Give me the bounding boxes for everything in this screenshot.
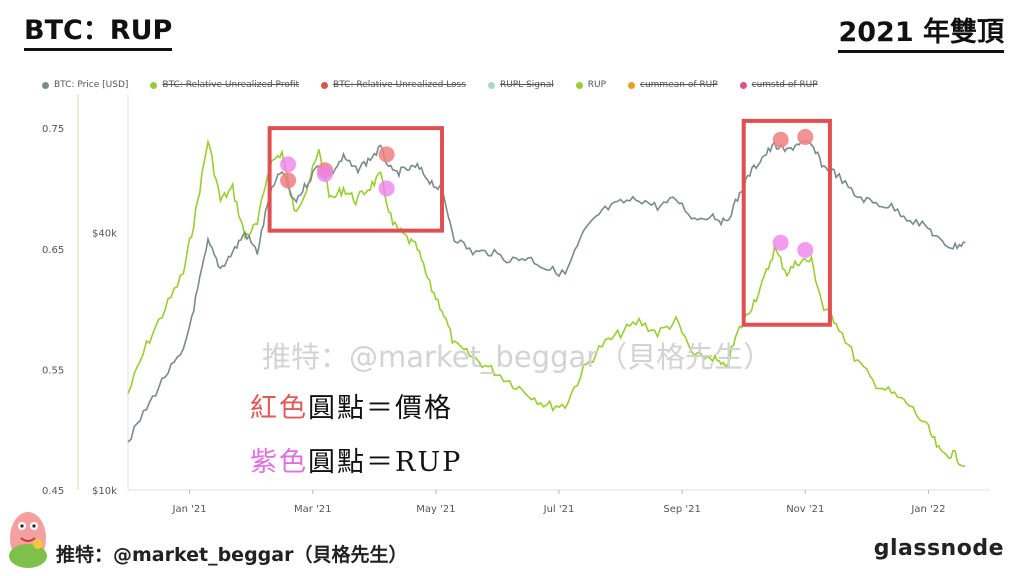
annotation-red-prefix: 紅色: [250, 393, 308, 424]
annotation-rup-dots: 紫色圓點＝RUP: [250, 440, 462, 479]
price-peak-marker: [797, 128, 814, 145]
y-left-tick-label: 0.65: [42, 245, 64, 256]
annotation-price-dots: 紅色圓點＝價格: [250, 386, 453, 425]
x-tick-label: Jan '21: [172, 504, 207, 515]
x-tick-label: Sep '21: [663, 504, 701, 515]
x-tick-label: Jul '21: [543, 504, 575, 515]
y-left-tick-label: 0.45: [42, 486, 64, 497]
legend-label: RUPL Signal: [499, 80, 554, 90]
x-tick-label: Jan '22: [910, 504, 945, 515]
legend-item[interactable]: BTC: Relative Unrealized Profit: [150, 80, 299, 90]
watermark-text: 推特：@market_beggar（貝格先生）: [262, 340, 773, 374]
legend-label: cumstd of RUP: [751, 80, 818, 90]
x-tick-label: Mar '21: [294, 504, 332, 515]
legend-swatch-icon: [42, 81, 49, 89]
legend-swatch-icon: [321, 81, 329, 89]
price-peak-marker: [378, 146, 395, 163]
legend-swatch-icon: [150, 81, 158, 89]
highlight-box: [267, 126, 445, 233]
legend-label: BTC: Relative Unrealized Profit: [162, 80, 300, 90]
price-peak-marker: [280, 172, 297, 189]
rup-peak-marker: [280, 156, 297, 173]
y-price-tick-label: $10k: [92, 486, 117, 497]
legend-label: BTC: Relative Unrealized Loss: [333, 80, 466, 90]
price-series-line: [127, 140, 966, 443]
glassnode-logo: glassnode: [873, 536, 1004, 561]
legend-swatch-icon: [628, 81, 636, 89]
rup-peak-marker: [797, 241, 814, 258]
legend-swatch-icon: [739, 81, 747, 89]
patrick-avatar-icon: [9, 512, 47, 568]
legend-item[interactable]: RUPL Signal: [487, 80, 554, 90]
y-left-tick-label: 0.75: [42, 124, 64, 135]
legend-label: BTC: Price [USD]: [54, 80, 129, 90]
legend-item[interactable]: RUP: [575, 80, 607, 90]
rup-series-line: [127, 138, 966, 468]
chart-legend: BTC: Price [USD] BTC: Relative Unrealized…: [42, 80, 818, 90]
page-title: BTC：RUP: [24, 14, 173, 51]
footer-handle: 推特：@market_beggar（貝格先生）: [56, 544, 408, 566]
legend-label: cummean of RUP: [640, 80, 718, 90]
legend-item[interactable]: BTC: Relative Unrealized Loss: [321, 80, 466, 90]
x-tick-label: May '21: [416, 504, 455, 515]
highlight-box: [741, 118, 832, 327]
legend-item[interactable]: BTC: Price [USD]: [42, 80, 128, 90]
legend-swatch-icon: [487, 81, 495, 89]
x-tick-label: Nov '21: [786, 504, 824, 515]
annotation-red-suffix: 圓點＝價格: [308, 393, 453, 424]
legend-label: RUP: [587, 80, 607, 90]
y-left-tick-label: 0.55: [42, 365, 64, 376]
page-subtitle: 2021 年雙頂: [838, 16, 1004, 53]
legend-item[interactable]: cumstd of RUP: [739, 80, 818, 90]
legend-item[interactable]: cummean of RUP: [628, 80, 718, 90]
rup-peak-marker: [378, 180, 395, 197]
rup-peak-marker: [772, 234, 789, 251]
annotation-pink-prefix: 紫色: [250, 447, 308, 478]
price-peak-marker: [772, 131, 789, 148]
rup-peak-marker: [317, 165, 334, 182]
annotation-pink-suffix: 圓點＝RUP: [308, 447, 463, 478]
y-price-tick-label: $40k: [92, 229, 117, 240]
legend-swatch-icon: [575, 81, 583, 89]
